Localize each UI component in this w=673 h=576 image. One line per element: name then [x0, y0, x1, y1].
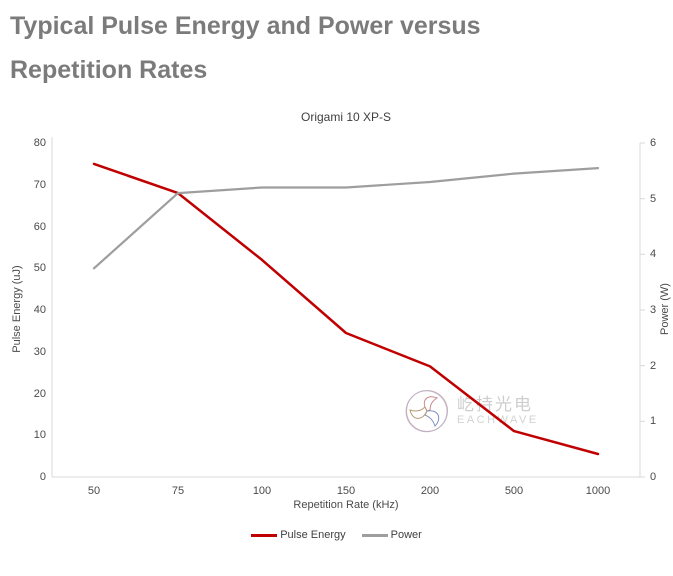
right-axis-tick-label: 6 — [650, 137, 657, 149]
page-title-line2: Repetition Rates — [10, 56, 208, 84]
legend-swatch — [251, 533, 278, 537]
right-axis-tick-label: 5 — [650, 192, 657, 205]
legend-label: Pulse Energy — [280, 529, 346, 541]
x-axis-tick-label: 200 — [420, 485, 440, 497]
right-axis-tick-label: 4 — [650, 248, 657, 261]
right-axis-tick-label: 2 — [650, 359, 657, 372]
x-axis-tick-label: 75 — [171, 485, 185, 497]
left-axis-tick-label: 70 — [33, 178, 46, 191]
legend-swatch — [361, 533, 388, 537]
chart-title: Origami 10 XP-S — [300, 110, 392, 124]
left-axis-tick-label: 60 — [33, 220, 46, 233]
page-title: Typical Pulse Energy and Power versus Re… — [10, 4, 650, 92]
x-axis-title: Repetition Rate (kHz) — [293, 499, 399, 511]
chart-legend: Pulse Energy Power — [0, 529, 673, 541]
left-axis-tick-label: 80 — [33, 137, 46, 149]
legend-label: Power — [390, 529, 422, 541]
page-title-line1: Typical Pulse Energy and Power versus — [10, 12, 481, 40]
power-line — [92, 167, 600, 270]
legend-item-pulse-energy: Pulse Energy — [251, 529, 346, 541]
right-axis-tick-label: 3 — [650, 304, 657, 316]
x-axis-tick-label: 1000 — [585, 485, 611, 497]
pulse-energy-line — [92, 162, 600, 456]
left-axis-tick-label: 50 — [33, 262, 46, 275]
left-axis-tick-label: 40 — [33, 304, 46, 316]
right-axis-tick-label: 1 — [650, 415, 657, 428]
x-axis-tick-label: 100 — [252, 485, 272, 497]
x-axis-tick-label: 500 — [504, 485, 524, 497]
legend-item-power: Power — [361, 529, 422, 541]
right-axis-title: Power (W) — [659, 283, 671, 335]
left-axis-tick-label: 30 — [33, 345, 46, 358]
left-axis-tick-label: 10 — [33, 429, 46, 442]
left-axis-tick-label: 20 — [33, 387, 46, 400]
x-axis-tick-label: 150 — [336, 485, 356, 497]
left-axis-title: Pulse Energy (uJ) — [11, 265, 23, 353]
x-axis-tick-label: 50 — [87, 485, 101, 497]
left-axis-tick-label: 0 — [39, 471, 46, 483]
right-axis-tick-label: 0 — [650, 471, 657, 483]
